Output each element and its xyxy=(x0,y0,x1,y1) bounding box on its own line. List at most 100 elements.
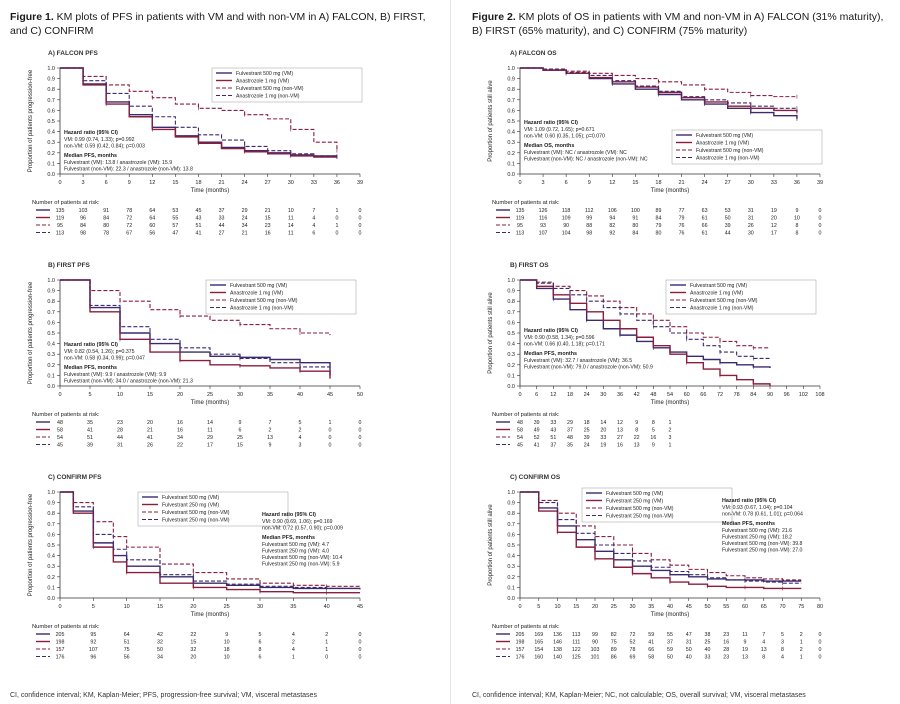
x-tick-label: 20 xyxy=(190,604,196,610)
series-line-4 xyxy=(60,491,361,590)
risk-count: 122 xyxy=(572,647,581,653)
risk-count: 25 xyxy=(705,640,711,646)
y-tick-label: 0.6 xyxy=(47,108,55,114)
legend-label-2: Anastrozole 1 mg (VM) xyxy=(236,79,289,85)
risk-count: 53 xyxy=(725,208,731,214)
risk-count: 47 xyxy=(172,231,178,237)
legend-label-2: Anastrozole 1 mg (VM) xyxy=(230,291,283,297)
y-tick-label: 0.8 xyxy=(47,87,55,93)
x-tick-label: 15 xyxy=(147,392,153,398)
risk-count: 23 xyxy=(117,420,123,426)
x-tick-label: 45 xyxy=(327,392,333,398)
risk-count: 48 xyxy=(517,420,523,426)
risk-count: 78 xyxy=(103,231,109,237)
risk-count: 5 xyxy=(652,428,655,434)
risk-count: 6 xyxy=(259,640,262,646)
x-tick-label: 15 xyxy=(573,604,579,610)
risk-count: 157 xyxy=(516,647,525,653)
median-header: Median PFS, months xyxy=(64,365,117,371)
risk-count: 8 xyxy=(781,647,784,653)
median-header: Median OS, months xyxy=(524,143,574,149)
legend-label-4: Anastrozole 1 mg (non-VM) xyxy=(696,156,760,162)
risk-count: 11 xyxy=(288,231,294,237)
risk-count: 20 xyxy=(771,216,777,222)
chart-confirm-os: Proportion of patients still alive 0.0 0.1… xyxy=(488,487,823,661)
hazard-ratio-header: Hazard ratio (95% CI) xyxy=(64,130,118,136)
legend-box xyxy=(671,129,823,165)
risk-count: 72 xyxy=(126,223,132,229)
risk-count: 6 xyxy=(312,231,315,237)
x-tick-label: 42 xyxy=(634,392,640,398)
x-tick-label: 12 xyxy=(609,180,615,186)
risk-count: 0 xyxy=(359,428,362,434)
risk-count: 0 xyxy=(819,216,822,222)
risk-count: 59 xyxy=(648,632,654,638)
risk-count: 0 xyxy=(359,435,362,441)
y-tick-label: 1.0 xyxy=(47,278,55,284)
legend-label-2: Anastrozole 1 mg (VM) xyxy=(690,291,743,297)
x-tick-label: 78 xyxy=(734,392,740,398)
y-tick-label: 0.5 xyxy=(507,119,515,125)
median-line: Fulvestrant (non-VM): 34.0 / anastrozole… xyxy=(64,379,193,385)
x-tick-label: 90 xyxy=(767,392,773,398)
legend-label-1: Fulvestrant 500 mg (VM) xyxy=(162,495,219,501)
risk-table-label: Number of patients at risk: xyxy=(32,200,100,206)
y-tick-label: 0.4 xyxy=(47,342,55,348)
risk-count: 16 xyxy=(723,640,729,646)
x-tick-label: 25 xyxy=(611,604,617,610)
series-line-3 xyxy=(60,279,331,336)
risk-count: 1 xyxy=(325,647,328,653)
y-tick-label: 0.7 xyxy=(47,522,55,528)
risk-count: 21 xyxy=(265,208,271,214)
x-tick-label: 10 xyxy=(554,604,560,610)
x-tick-label: 18 xyxy=(655,180,661,186)
x-tick-label: 0 xyxy=(58,392,61,398)
x-tick-label: 24 xyxy=(702,180,708,186)
risk-count: 45 xyxy=(57,443,63,449)
x-tick-label: 36 xyxy=(334,180,340,186)
risk-count: 0 xyxy=(819,231,822,237)
risk-count: 0 xyxy=(335,216,338,222)
chart-first-pfs: Proportion of patients progression-free 0… xyxy=(28,278,363,449)
risk-count: 29 xyxy=(207,435,213,441)
hazard-ratio-line: non-VM: 0.59 (0.42, 0.84); p=0.003 xyxy=(64,144,145,150)
risk-count: 14 xyxy=(288,223,294,229)
risk-count: 5 xyxy=(299,420,302,426)
risk-count: 0 xyxy=(359,647,362,653)
risk-count: 17 xyxy=(207,443,213,449)
hazard-ratio-line: non-VM: 0.66 (0.40, 1.18); p=0.171 xyxy=(524,342,605,348)
hazard-ratio-header: Hazard ratio (95% CI) xyxy=(722,498,776,504)
risk-count: 12 xyxy=(617,420,623,426)
risk-count: 1 xyxy=(669,420,672,426)
x-tick-label: 27 xyxy=(265,180,271,186)
risk-count: 39 xyxy=(725,223,731,229)
risk-count: 49 xyxy=(534,428,540,434)
risk-count: 4 xyxy=(292,632,295,638)
risk-count: 24 xyxy=(242,216,248,222)
risk-count: 24 xyxy=(584,443,590,449)
legend-label-4: Anastrozole 1 mg (non-VM) xyxy=(236,94,300,100)
risk-count: 136 xyxy=(553,632,562,638)
x-tick-label: 9 xyxy=(128,180,131,186)
y-tick-label: 0.8 xyxy=(507,299,515,305)
x-tick-label: 6 xyxy=(565,180,568,186)
risk-count: 205 xyxy=(516,632,525,638)
risk-count: 44 xyxy=(117,435,123,441)
y-tick-label: 0.6 xyxy=(507,108,515,114)
x-tick-label: 15 xyxy=(632,180,638,186)
x-tick-label: 30 xyxy=(600,392,606,398)
risk-count: 1 xyxy=(669,443,672,449)
legend-box xyxy=(581,487,733,523)
legend-label-2: Fulvestrant 250 mg (VM) xyxy=(162,503,219,509)
y-tick-label: 0.1 xyxy=(507,161,515,167)
risk-count: 3 xyxy=(299,443,302,449)
risk-count: 43 xyxy=(550,428,556,434)
y-tick-label: 0.2 xyxy=(507,363,515,369)
risk-count: 138 xyxy=(553,647,562,653)
risk-count: 119 xyxy=(516,216,524,222)
x-tick-label: 40 xyxy=(667,604,673,610)
chart-first-os: Proportion of patients still alive 0.0 0.1… xyxy=(488,278,825,449)
median-line: Fulvestrant (VM): NC / anastrozole (VM):… xyxy=(524,150,627,156)
x-tick-label: 15 xyxy=(157,604,163,610)
y-tick-label: 0.1 xyxy=(47,161,55,167)
